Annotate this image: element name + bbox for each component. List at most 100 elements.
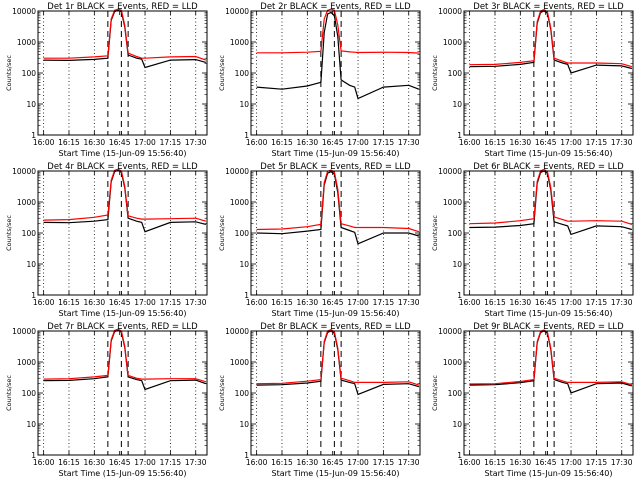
x-tick-label: 17:00: [560, 298, 582, 307]
lld-series-line: [469, 9, 633, 68]
x-tick-label: 17:15: [373, 458, 395, 467]
x-tick-label: 16:30: [84, 298, 106, 307]
x-tick-label: 17:30: [611, 138, 633, 147]
y-tick-label: 1: [457, 291, 462, 300]
y-tick-label: 10: [452, 100, 462, 109]
y-tick-label: 1000: [443, 358, 462, 367]
y-tick-label: 10000: [12, 167, 36, 176]
y-tick-label: 100: [235, 69, 250, 78]
y-tick-label: 10000: [225, 7, 249, 16]
x-tick-label: 16:45: [109, 458, 131, 467]
x-axis-label: Start Time (15-Jun-09 15:56:40): [272, 309, 400, 318]
y-tick-label: 1000: [17, 198, 36, 207]
chart-title: Det 6r BLACK = Events, RED = LLD: [473, 162, 624, 172]
plot-frame: [250, 10, 421, 136]
x-tick-label: 16:30: [510, 138, 532, 147]
chart-title: Det 8r BLACK = Events, RED = LLD: [260, 322, 411, 332]
x-tick-label: 16:30: [297, 458, 319, 467]
x-tick-label: 16:00: [459, 298, 481, 307]
x-tick-label: 17:00: [347, 298, 369, 307]
plot-frame: [463, 330, 634, 456]
detector-chart-7: 1 10 100 1000 10000 16:00 16:15 16:30 16:45 17:00…: [5, 322, 208, 478]
x-tick-label: 16:45: [322, 298, 344, 307]
x-tick-label: 17:30: [611, 458, 633, 467]
detector-chart-6: 1 10 100 1000 10000 16:00 16:15 16:30 16:45 17:00…: [431, 162, 634, 318]
events-series-line: [469, 170, 633, 236]
x-tick-label: 16:45: [535, 298, 557, 307]
y-tick-label: 10: [26, 260, 36, 269]
plot-frame: [37, 330, 208, 456]
x-axis-label: Start Time (15-Jun-09 15:56:40): [485, 309, 613, 318]
lld-series-line: [256, 169, 420, 233]
x-tick-label: 17:15: [373, 298, 395, 307]
x-tick-label: 16:00: [459, 458, 481, 467]
x-tick-label: 16:00: [246, 138, 268, 147]
y-tick-label: 1: [31, 451, 36, 460]
chart-title: Det 5r BLACK = Events, RED = LLD: [260, 162, 411, 172]
y-axis-label: Counts/sec: [218, 215, 226, 251]
y-tick-label: 1000: [17, 38, 36, 47]
y-tick-label: 1000: [443, 38, 462, 47]
x-tick-label: 16:45: [535, 458, 557, 467]
plot-frame: [463, 10, 634, 136]
y-tick-label: 1000: [230, 198, 249, 207]
y-axis-label: Counts/sec: [5, 215, 13, 251]
x-tick-label: 17:15: [586, 138, 608, 147]
plot-frame: [37, 170, 208, 296]
x-tick-label: 17:00: [560, 138, 582, 147]
lld-series-line: [469, 168, 633, 225]
x-tick-label: 16:15: [484, 458, 506, 467]
y-axis-label: Counts/sec: [431, 215, 439, 251]
y-tick-label: 10000: [12, 7, 36, 16]
x-tick-label: 16:15: [58, 298, 80, 307]
lld-series-line: [256, 8, 419, 54]
x-tick-label: 17:30: [185, 138, 207, 147]
detector-chart-8: 1 10 100 1000 10000 16:00 16:15 16:30 16:45 17:00…: [218, 322, 421, 478]
events-series-line: [43, 169, 207, 233]
x-tick-label: 17:15: [160, 298, 182, 307]
y-axis-label: Counts/sec: [218, 375, 226, 411]
x-tick-label: 16:30: [84, 458, 106, 467]
x-tick-label: 17:15: [373, 138, 395, 147]
chart-title: Det 2r BLACK = Events, RED = LLD: [260, 2, 411, 12]
x-tick-label: 17:15: [586, 458, 608, 467]
x-tick-label: 17:15: [160, 138, 182, 147]
events-series-line: [256, 11, 420, 100]
x-tick-label: 17:00: [347, 138, 369, 147]
plot-frame: [463, 170, 634, 296]
x-tick-label: 16:45: [322, 138, 344, 147]
x-tick-label: 16:15: [58, 458, 80, 467]
y-tick-label: 10: [239, 260, 249, 269]
y-axis-label: Counts/sec: [431, 375, 439, 411]
detector-chart-4: 1 10 100 1000 10000 16:00 16:15 16:30 16:45 17:00…: [5, 162, 208, 318]
chart-title: Det 7r BLACK = Events, RED = LLD: [47, 322, 198, 332]
x-tick-label: 16:45: [322, 458, 344, 467]
y-tick-label: 100: [235, 229, 250, 238]
y-tick-label: 10: [239, 100, 249, 109]
x-tick-label: 17:00: [347, 458, 369, 467]
y-tick-label: 10: [239, 420, 249, 429]
events-series-line: [43, 329, 207, 391]
x-axis-label: Start Time (15-Jun-09 15:56:40): [485, 149, 613, 158]
y-axis-label: Counts/sec: [218, 55, 226, 91]
plot-frame: [37, 10, 208, 136]
x-tick-label: 16:00: [33, 458, 55, 467]
y-tick-label: 10: [452, 420, 462, 429]
y-axis-label: Counts/sec: [5, 375, 13, 411]
x-tick-label: 16:15: [484, 298, 506, 307]
x-axis-label: Start Time (15-Jun-09 15:56:40): [59, 149, 187, 158]
y-tick-label: 1: [244, 451, 249, 460]
x-axis-label: Start Time (15-Jun-09 15:56:40): [59, 469, 187, 478]
x-tick-label: 16:15: [271, 458, 293, 467]
x-tick-label: 17:30: [611, 298, 633, 307]
y-tick-label: 1: [31, 291, 36, 300]
y-tick-label: 100: [448, 389, 463, 398]
chart-title: Det 1r BLACK = Events, RED = LLD: [47, 2, 198, 12]
y-axis-label: Counts/sec: [431, 55, 439, 91]
x-tick-label: 16:45: [109, 138, 131, 147]
x-tick-label: 17:00: [134, 298, 156, 307]
y-tick-label: 1: [244, 291, 249, 300]
x-tick-label: 16:15: [271, 298, 293, 307]
x-tick-label: 17:30: [185, 458, 207, 467]
x-tick-label: 16:00: [33, 138, 55, 147]
